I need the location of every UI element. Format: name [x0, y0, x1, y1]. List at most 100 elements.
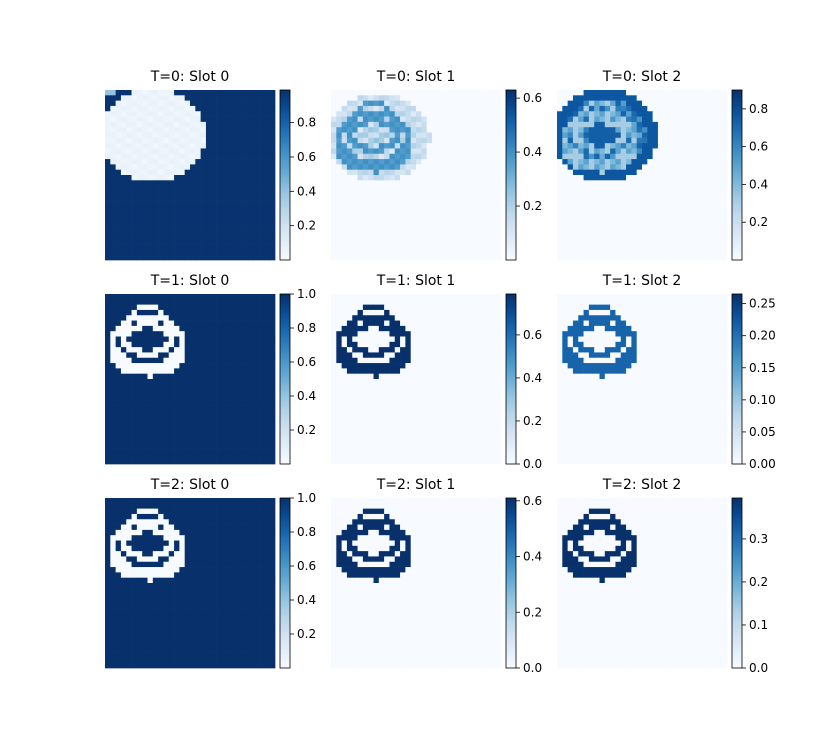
- heatmap-cell: [626, 249, 632, 256]
- heatmap-cell: [174, 357, 180, 364]
- heatmap-cell: [437, 394, 443, 401]
- heatmap-cell: [416, 379, 422, 385]
- heatmap-cell: [663, 228, 669, 234]
- heatmap-cell: [705, 159, 712, 165]
- heatmap-cell: [572, 164, 579, 171]
- heatmap-cell: [221, 116, 228, 123]
- heatmap-cell: [352, 201, 358, 208]
- heatmap-cell: [684, 233, 691, 240]
- heatmap-cell: [567, 233, 574, 240]
- heatmap-cell: [604, 190, 611, 197]
- heatmap-cell: [615, 175, 622, 181]
- heatmap-cell: [184, 315, 191, 321]
- heatmap-cell: [463, 233, 470, 240]
- heatmap-cell: [668, 105, 675, 112]
- heatmap-cell: [416, 405, 422, 412]
- heatmap-cell: [221, 105, 228, 112]
- heatmap-cell: [578, 196, 584, 202]
- heatmap-cell: [331, 127, 337, 133]
- heatmap-cell: [721, 217, 728, 224]
- heatmap-cell: [179, 437, 186, 444]
- heatmap-cell: [331, 100, 337, 107]
- heatmap-cell: [447, 116, 454, 123]
- heatmap-cell: [243, 400, 249, 406]
- heatmap-cell: [373, 405, 380, 412]
- heatmap-cell: [352, 368, 358, 375]
- heatmap-cell: [126, 368, 132, 375]
- heatmap-cell: [389, 309, 396, 316]
- heatmap-cell: [243, 336, 249, 343]
- heatmap-cell: [447, 320, 454, 327]
- heatmap-cell: [469, 100, 475, 107]
- heatmap-cell: [405, 294, 412, 300]
- heatmap-cell: [626, 228, 632, 234]
- heatmap-cell: [562, 180, 568, 186]
- heatmap-cell: [115, 368, 122, 375]
- heatmap-cell: [105, 325, 111, 332]
- heatmap-cell: [227, 212, 233, 218]
- heatmap-cell: [158, 352, 164, 359]
- heatmap-cell: [331, 336, 337, 343]
- heatmap-cell: [216, 116, 223, 123]
- heatmap-cell: [227, 238, 233, 245]
- heatmap-cell: [248, 233, 255, 240]
- heatmap-cell: [221, 244, 228, 250]
- heatmap-cell: [362, 363, 369, 369]
- heatmap-cell: [442, 341, 449, 348]
- heatmap-cell: [400, 357, 406, 364]
- heatmap-cell: [679, 180, 685, 186]
- heatmap-cell: [421, 169, 427, 176]
- heatmap-cell: [331, 148, 337, 155]
- heatmap-cell: [232, 352, 239, 359]
- heatmap-cell: [626, 222, 632, 229]
- heatmap-cell: [259, 373, 265, 380]
- heatmap-cell: [184, 389, 191, 396]
- heatmap-cell: [384, 379, 390, 385]
- heatmap-cell: [264, 206, 271, 213]
- heatmap-cell: [485, 143, 491, 149]
- heatmap-cell: [453, 116, 459, 123]
- heatmap-cell: [469, 238, 475, 245]
- heatmap-cell: [205, 384, 212, 390]
- heatmap-cell: [131, 336, 138, 343]
- heatmap-cell: [336, 127, 342, 133]
- heatmap-cell: [447, 105, 454, 112]
- heatmap-cell: [190, 379, 196, 385]
- heatmap-cell: [431, 228, 438, 234]
- heatmap-cell: [416, 249, 422, 256]
- heatmap-cell: [346, 185, 353, 192]
- heatmap-cell: [147, 148, 154, 155]
- heatmap-cell: [610, 233, 616, 240]
- heatmap-cell: [147, 394, 154, 401]
- heatmap-cell: [421, 180, 427, 186]
- heatmap-cell: [264, 299, 271, 305]
- heatmap-cell: [152, 363, 159, 369]
- heatmap-cell: [152, 153, 159, 160]
- heatmap-cell: [336, 169, 342, 176]
- heatmap-cell: [463, 379, 470, 385]
- heatmap-cell: [684, 169, 691, 176]
- heatmap-cell: [221, 373, 228, 380]
- heatmap-cell: [711, 244, 717, 250]
- heatmap-cell: [248, 206, 255, 213]
- heatmap-cell: [647, 185, 653, 192]
- heatmap-cell: [136, 249, 143, 256]
- heatmap-cell: [626, 95, 632, 101]
- heatmap-cell: [426, 105, 433, 112]
- heatmap-cell: [567, 132, 574, 139]
- heatmap-cell: [604, 137, 611, 144]
- heatmap-cell: [336, 368, 342, 375]
- heatmap-cell: [599, 90, 606, 96]
- heatmap-cell: [485, 426, 491, 433]
- heatmap-cell: [410, 132, 417, 139]
- heatmap-cell: [711, 148, 717, 155]
- heatmap-cell: [663, 217, 669, 224]
- heatmap-cell: [689, 249, 696, 256]
- heatmap-cell: [174, 233, 180, 240]
- heatmap-cell: [227, 201, 233, 208]
- heatmap-cell: [232, 127, 239, 133]
- heatmap-cell: [195, 384, 201, 390]
- heatmap-cell: [200, 421, 207, 428]
- heatmap-cell: [253, 410, 260, 417]
